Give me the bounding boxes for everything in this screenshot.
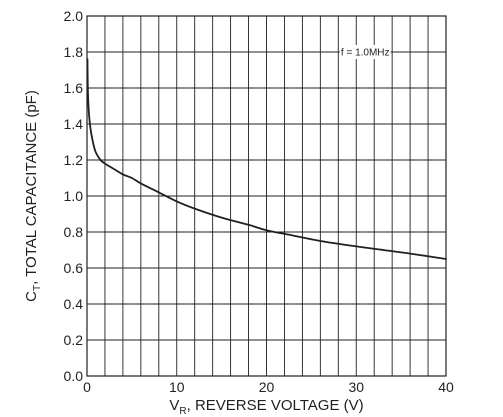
frequency-annotation-background [339, 45, 391, 59]
y-axis-title-main: C [23, 291, 40, 302]
y-tick-label: 1.0 [64, 188, 84, 204]
x-axis-title-rest: , REVERSE VOLTAGE (V) [187, 397, 364, 414]
plot-frame [86, 15, 447, 377]
frequency-annotation-text: f = 1.0MHz [341, 48, 390, 59]
y-tick-label: 1.4 [64, 116, 84, 132]
y-axis-title-subscript: T [32, 285, 43, 291]
capacitance-curve-0 [86, 58, 447, 260]
y-axis-title-rest: , TOTAL CAPACITANCE (pF) [23, 90, 40, 285]
y-tick-label: 0.2 [64, 332, 84, 348]
y-tick-label: 0.6 [64, 260, 84, 276]
y-tick-label: 2.0 [64, 8, 84, 24]
y-tick-label: 1.2 [64, 152, 84, 168]
x-axis-title-main: V [169, 397, 179, 414]
x-tick-labels: 0 10 20 30 40 [83, 379, 454, 395]
y-tick-labels: 0.0 0.2 0.4 0.6 0.8 1.0 1.2 1.4 1.6 1.8 2.0 [64, 8, 84, 384]
y-axis-title: CT, TOTAL CAPACITANCE (pF) [23, 90, 43, 302]
x-tick-label: 30 [348, 379, 364, 395]
x-tick-label: 0 [83, 379, 91, 395]
series-layer [86, 58, 447, 260]
y-tick-label: 0.0 [64, 368, 84, 384]
x-axis-title: VR, REVERSE VOLTAGE (V) [169, 397, 363, 417]
y-tick-label: 1.6 [64, 80, 84, 96]
y-tick-label: 0.4 [64, 296, 84, 312]
x-tick-label: 40 [438, 379, 454, 395]
x-tick-label: 10 [169, 379, 185, 395]
x-axis-title-subscript: R [179, 406, 186, 417]
x-tick-label: 20 [259, 379, 275, 395]
y-tick-label: 0.8 [64, 224, 84, 240]
y-tick-label: 1.8 [64, 44, 84, 60]
frequency-annotation: f = 1.0MHz [339, 45, 391, 59]
